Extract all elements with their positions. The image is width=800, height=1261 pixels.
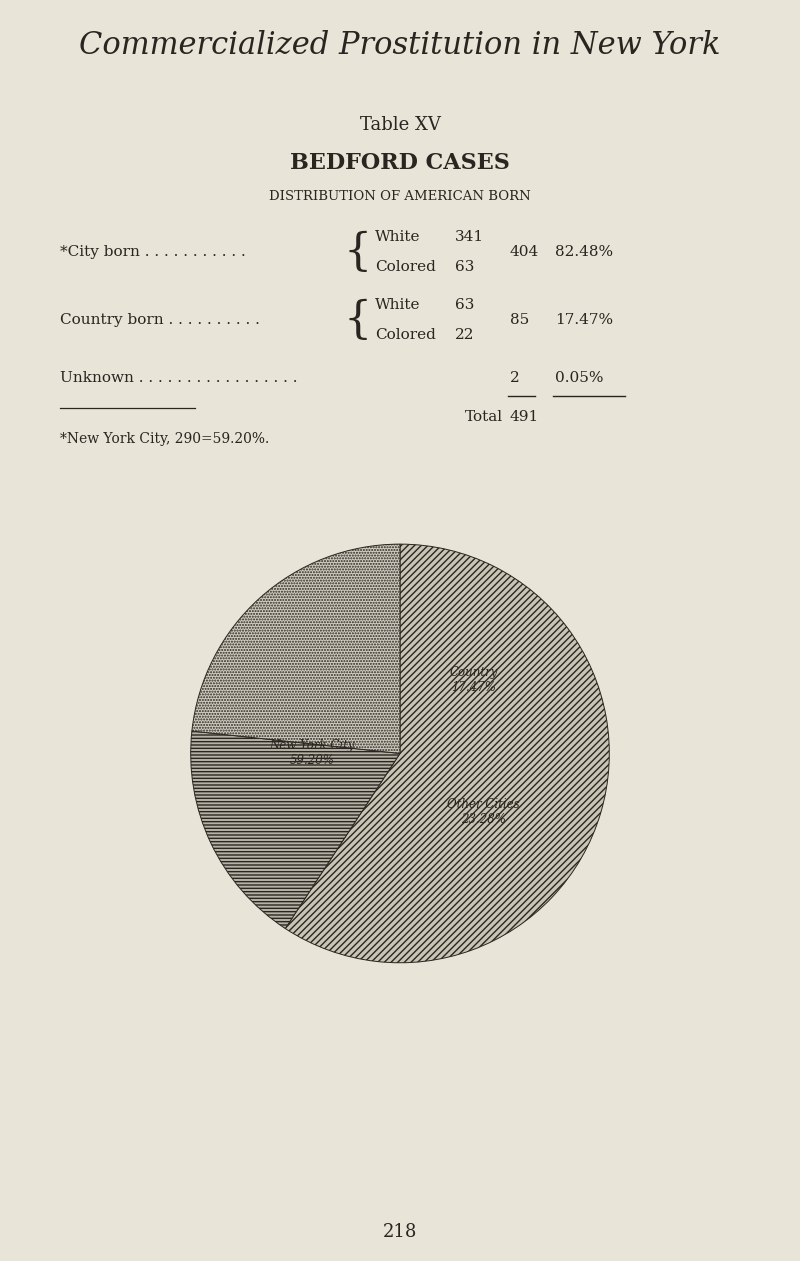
Text: 85: 85 (510, 313, 530, 327)
Text: 2: 2 (510, 371, 520, 385)
Wedge shape (286, 545, 610, 962)
Text: {: { (344, 299, 372, 342)
Wedge shape (190, 731, 400, 928)
Text: Other Cities
23.28%: Other Cities 23.28% (447, 798, 520, 826)
Text: White: White (375, 298, 421, 311)
Text: 63: 63 (455, 260, 474, 274)
Text: BEDFORD CASES: BEDFORD CASES (290, 153, 510, 174)
Text: *City born . . . . . . . . . . .: *City born . . . . . . . . . . . (60, 245, 246, 259)
Text: 491: 491 (510, 410, 539, 424)
Text: Colored: Colored (375, 260, 436, 274)
Text: Country
17.47%: Country 17.47% (449, 666, 498, 695)
Text: White: White (375, 230, 421, 243)
Text: Total: Total (465, 410, 503, 424)
Text: Commercialized Prostitution in New York: Commercialized Prostitution in New York (79, 29, 721, 61)
Text: Unknown . . . . . . . . . . . . . . . . .: Unknown . . . . . . . . . . . . . . . . … (60, 371, 298, 385)
Text: DISTRIBUTION OF AMERICAN BORN: DISTRIBUTION OF AMERICAN BORN (269, 190, 531, 203)
Text: 404: 404 (510, 245, 539, 259)
Text: New York City
59.20%: New York City 59.20% (270, 739, 355, 768)
Text: 17.47%: 17.47% (555, 313, 613, 327)
Wedge shape (192, 543, 400, 753)
Text: {: { (344, 231, 372, 274)
Text: 341: 341 (455, 230, 484, 243)
Text: 63: 63 (455, 298, 474, 311)
Text: 22: 22 (455, 328, 474, 342)
Text: *New York City, 290=59.20%.: *New York City, 290=59.20%. (60, 433, 270, 446)
Text: Table XV: Table XV (359, 116, 441, 134)
Text: 0.05%: 0.05% (555, 371, 603, 385)
Text: Country born . . . . . . . . . .: Country born . . . . . . . . . . (60, 313, 260, 327)
Text: Colored: Colored (375, 328, 436, 342)
Text: GRAPH ILLUSTRATING TABLE XV: GRAPH ILLUSTRATING TABLE XV (282, 609, 518, 622)
Text: 82.48%: 82.48% (555, 245, 613, 259)
Text: 218: 218 (383, 1223, 417, 1241)
